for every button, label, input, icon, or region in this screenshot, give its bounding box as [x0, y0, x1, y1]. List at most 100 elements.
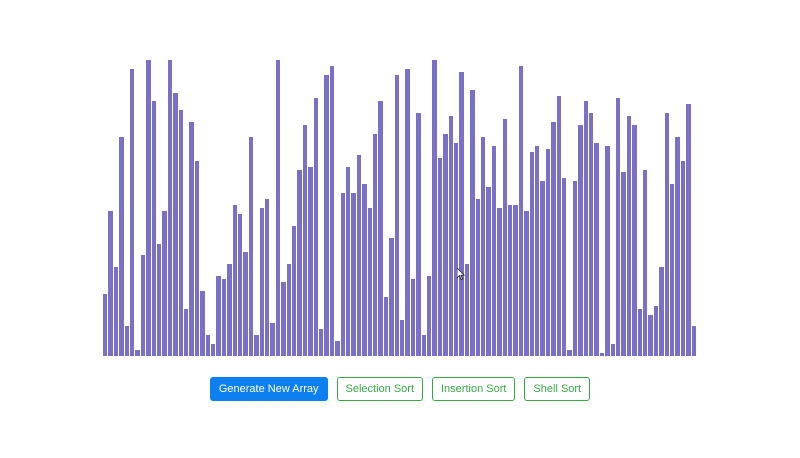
array-bar [319, 329, 324, 356]
array-bar [427, 276, 432, 356]
array-bar [232, 205, 237, 356]
array-bar [545, 149, 551, 356]
array-bar [281, 282, 286, 356]
array-bar [648, 315, 653, 356]
array-bar [308, 167, 313, 356]
array-bar [248, 137, 254, 356]
array-bar [351, 193, 356, 356]
array-bar [211, 344, 216, 356]
array-bar [626, 116, 632, 356]
array-bar [265, 199, 270, 356]
array-bar [556, 96, 561, 356]
array-bar [535, 146, 540, 356]
array-bar [400, 320, 405, 356]
array-bar [540, 181, 545, 356]
array-bar [410, 279, 416, 356]
insertion-sort-button[interactable]: Insertion Sort [432, 377, 516, 401]
array-bar [367, 208, 372, 356]
array-bar [162, 211, 167, 356]
array-bar [443, 134, 448, 356]
array-bar [124, 326, 129, 356]
array-bar [610, 344, 615, 356]
array-bar [454, 143, 459, 356]
array-bar [189, 122, 194, 356]
array-bar [389, 238, 394, 356]
array-bar [470, 90, 475, 356]
array-bar [675, 137, 680, 356]
array-bar [524, 211, 529, 356]
array-bar [362, 184, 367, 356]
array-bar [356, 155, 362, 356]
array-bar [119, 137, 124, 356]
array-bar [254, 335, 259, 356]
array-bar [329, 66, 335, 356]
array-bar [200, 291, 205, 356]
array-bar [227, 264, 232, 356]
array-bar [167, 60, 173, 356]
array-bar [157, 244, 162, 356]
array-bar [313, 98, 318, 356]
array-bar [292, 226, 297, 356]
array-bar [616, 98, 621, 356]
array-bar [416, 113, 421, 356]
shell-sort-button[interactable]: Shell Sort [524, 377, 591, 401]
array-bar [151, 101, 156, 356]
array-bar [140, 255, 146, 356]
array-bar [589, 113, 594, 356]
array-bar [599, 353, 605, 356]
array-bar [243, 252, 248, 356]
array-bar [146, 60, 151, 356]
array-bar [103, 294, 108, 356]
array-bar [632, 125, 637, 356]
array-bar [594, 143, 599, 356]
array-bar [113, 267, 119, 356]
array-bar [475, 199, 480, 356]
array-bar [562, 178, 567, 356]
array-bar [383, 297, 389, 356]
array-bar [135, 350, 140, 356]
array-bar [194, 161, 200, 356]
array-bar [567, 350, 572, 356]
array-bar [437, 158, 443, 356]
array-bar [513, 205, 518, 356]
array-bar [637, 309, 642, 356]
array-bar [178, 110, 183, 356]
array-bar [421, 335, 426, 356]
array-bar [238, 214, 243, 356]
array-bar [130, 69, 135, 356]
mouse-cursor-icon [457, 268, 465, 280]
array-bar [464, 264, 470, 356]
array-bar [448, 116, 453, 356]
array-bar [259, 208, 264, 356]
array-bar [184, 309, 189, 356]
array-bar [486, 187, 491, 356]
array-bar [275, 60, 281, 356]
array-bar [491, 146, 497, 356]
array-bar [378, 101, 383, 356]
array-bar [508, 205, 513, 356]
array-bar [302, 125, 308, 356]
array-bar [572, 181, 578, 356]
array-bar [583, 101, 588, 356]
generate-new-array-button[interactable]: Generate New Array [209, 377, 328, 401]
array-bar [270, 323, 275, 356]
array-bar [481, 137, 486, 356]
array-bar [664, 113, 669, 356]
array-bar [394, 75, 399, 356]
array-bar [529, 152, 534, 356]
array-bar [578, 125, 583, 356]
selection-sort-button[interactable]: Selection Sort [336, 377, 423, 401]
array-bar [691, 326, 696, 356]
array-bar [659, 267, 664, 356]
array-bar [297, 170, 302, 356]
array-bar [335, 341, 340, 356]
controls-toolbar: Generate New Array Selection Sort Insert… [0, 377, 800, 401]
array-bar [518, 66, 524, 356]
array-bars [103, 60, 697, 356]
array-bar [497, 208, 502, 356]
array-bar [216, 276, 221, 356]
array-bar [551, 122, 556, 356]
array-bar [221, 279, 227, 356]
array-bar [459, 72, 464, 356]
